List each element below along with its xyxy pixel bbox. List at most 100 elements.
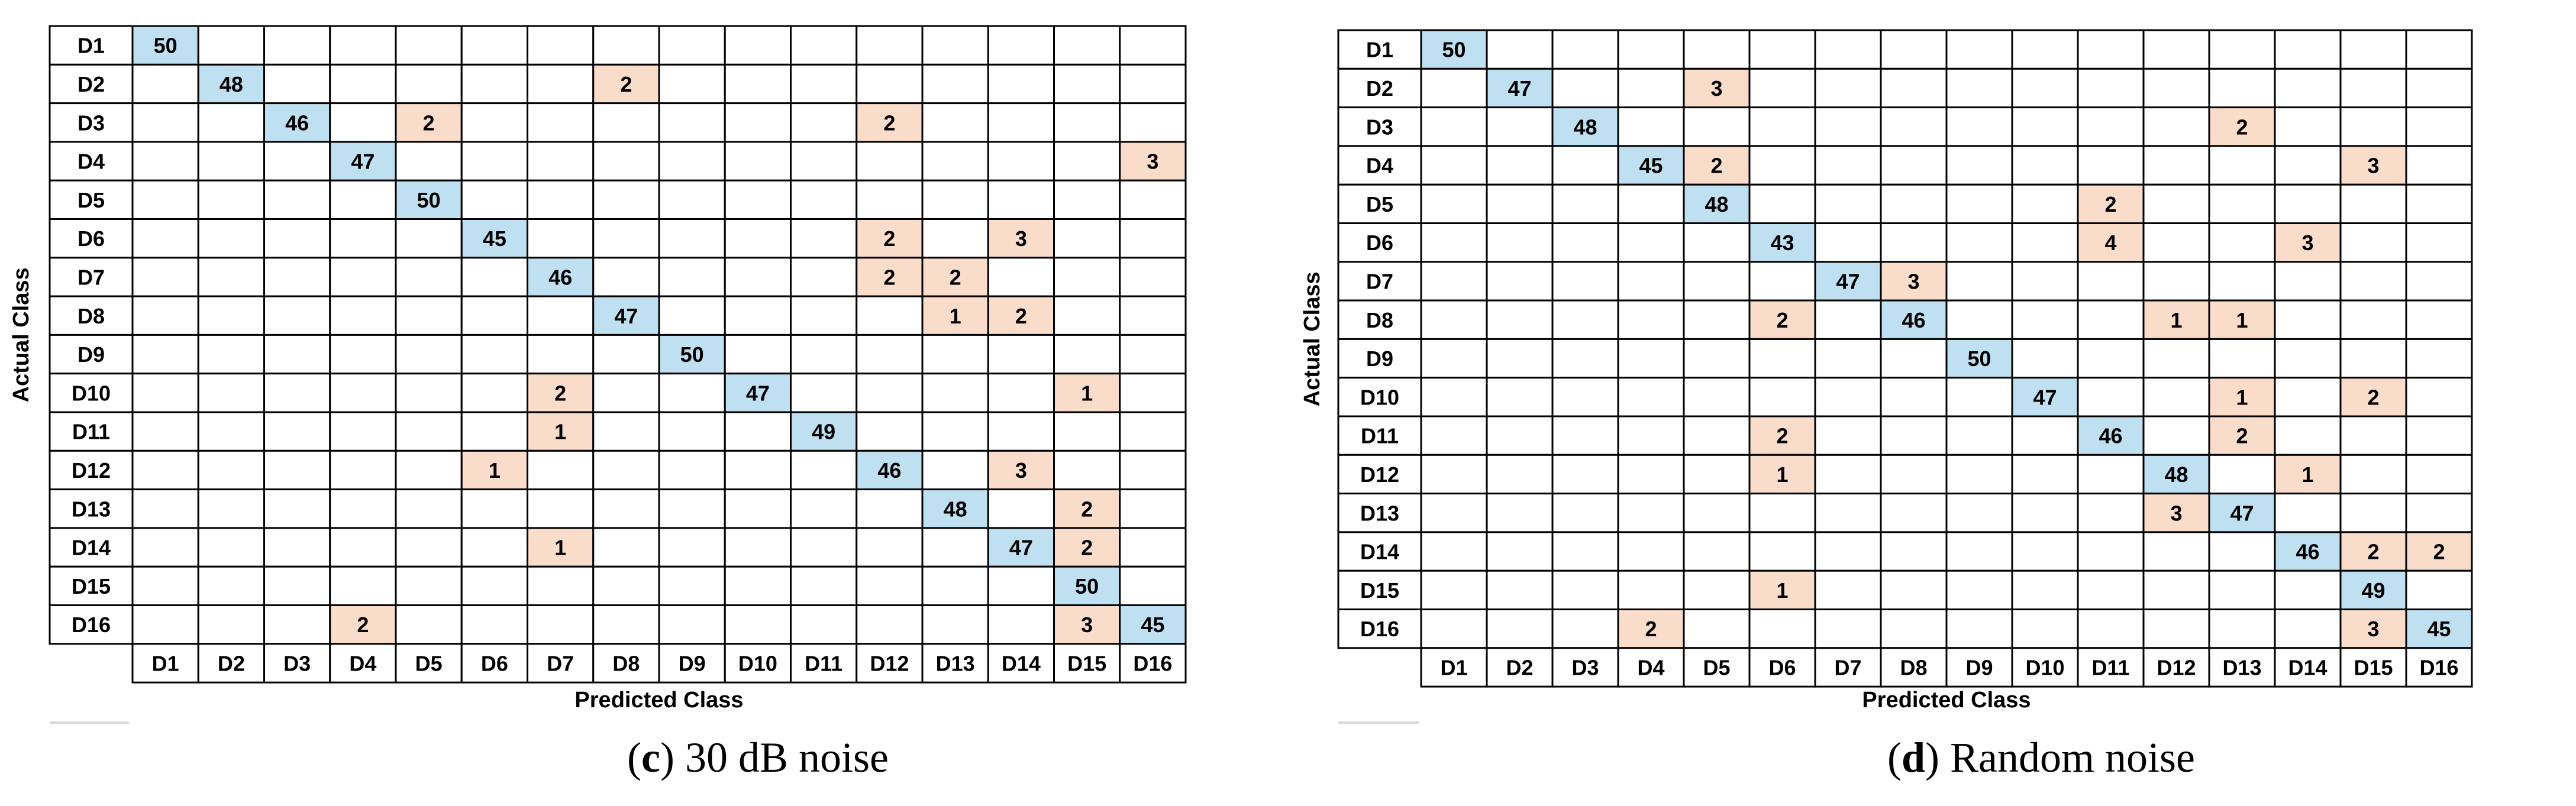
matrix-cell	[2011, 145, 2079, 186]
matrix-cell	[1420, 338, 1488, 379]
matrix-cell	[263, 411, 331, 452]
matrix-cell	[1551, 377, 1619, 417]
matrix-cell	[1814, 299, 1882, 340]
matrix-cell	[987, 257, 1055, 297]
cell-value: 1	[489, 458, 501, 483]
matrix-cell	[2405, 106, 2473, 147]
col-label-cell	[658, 643, 726, 684]
matrix-cell	[1551, 222, 1619, 263]
row-label: D12	[1360, 462, 1399, 487]
matrix-cell	[724, 257, 792, 297]
matrix-cell	[1880, 106, 1948, 147]
matrix-cell	[1119, 373, 1187, 413]
matrix-cell	[2339, 261, 2407, 302]
matrix-cell	[1945, 106, 2013, 147]
cell-value: 47	[1836, 269, 1860, 293]
matrix-cell	[1551, 569, 1619, 611]
matrix-cell	[1945, 299, 2013, 340]
row-label-cell	[49, 488, 134, 529]
matrix-cell	[1748, 569, 1816, 611]
cell-value: 48	[2164, 462, 2188, 487]
matrix-cell	[921, 373, 989, 413]
matrix-cell	[395, 373, 463, 413]
matrix-cell	[2208, 338, 2276, 379]
matrix-cell	[856, 63, 924, 105]
matrix-cell	[1683, 338, 1751, 379]
matrix-cell	[263, 25, 331, 66]
matrix-cell	[1486, 569, 1554, 611]
matrix-cell	[658, 488, 726, 529]
matrix-cell	[1945, 67, 2013, 109]
matrix-cell	[2011, 454, 2079, 495]
matrix-cell	[131, 604, 199, 645]
cell-value: 48	[1705, 192, 1728, 216]
cell-value: 1	[1776, 578, 1788, 603]
matrix-cell	[2011, 183, 2079, 225]
cell-value: 3	[2301, 231, 2313, 255]
matrix-cell	[1053, 25, 1121, 66]
caption-text: 30 dB noise	[674, 734, 889, 781]
matrix-cell	[2405, 299, 2473, 340]
matrix-cell	[2142, 493, 2210, 533]
matrix-cell	[2142, 261, 2210, 302]
matrix-cell	[1551, 454, 1619, 495]
matrix-cell	[1420, 145, 1488, 186]
matrix-cell	[197, 179, 265, 221]
col-label: D15	[1067, 651, 1106, 675]
matrix-cell	[2274, 183, 2342, 225]
col-label: D2	[218, 651, 245, 675]
matrix-cell	[921, 527, 989, 568]
matrix-cell	[1880, 222, 1948, 263]
matrix-cell	[527, 373, 595, 413]
matrix-cell	[592, 488, 660, 529]
row-label: D16	[72, 613, 111, 637]
matrix-cell	[395, 141, 463, 182]
matrix-cell	[724, 604, 792, 645]
matrix-cell	[1945, 415, 2013, 456]
cell-value: 2	[2236, 115, 2248, 139]
col-label-cell	[2142, 647, 2210, 688]
caption-letter: d	[1902, 734, 1925, 781]
row-label-cell	[49, 102, 134, 143]
matrix-cell	[460, 179, 528, 221]
matrix-cell	[592, 411, 660, 452]
matrix-cell	[2142, 29, 2210, 70]
matrix-cell	[658, 295, 726, 336]
col-label: D4	[349, 651, 376, 675]
col-label-cell	[329, 643, 397, 684]
matrix-cell	[329, 257, 397, 297]
cell-value: 50	[154, 34, 177, 58]
matrix-cell	[1420, 415, 1488, 456]
matrix-cell	[1683, 493, 1751, 533]
matrix-cell	[2077, 261, 2145, 302]
matrix-cell	[460, 527, 528, 568]
matrix-cell	[1420, 454, 1488, 495]
matrix-cell	[1880, 29, 1948, 70]
col-label: D1	[152, 651, 179, 675]
cell-value: 2	[2104, 192, 2116, 216]
row-label: D16	[1360, 617, 1399, 641]
cell-value: 2	[883, 265, 895, 289]
matrix-cell	[921, 25, 989, 66]
matrix-cell	[1617, 569, 1685, 611]
matrix-cell	[1486, 106, 1554, 147]
row-label-cell	[1337, 338, 1422, 379]
caption-close-paren: )	[660, 734, 674, 781]
matrix-cell	[592, 373, 660, 413]
matrix-cell	[527, 218, 595, 259]
cell-value: 3	[1015, 458, 1027, 483]
matrix-cell	[987, 63, 1055, 105]
matrix-cell	[1486, 183, 1554, 225]
matrix-cell	[724, 565, 792, 607]
matrix-cell	[1551, 29, 1619, 70]
matrix-cell	[724, 527, 792, 568]
col-label: D12	[870, 651, 909, 675]
matrix-cell	[1880, 183, 1948, 225]
matrix-cell	[592, 565, 660, 607]
matrix-cell	[2011, 261, 2079, 302]
matrix-cell	[395, 257, 463, 297]
cell-value: 2	[1776, 424, 1788, 448]
matrix-cell	[1748, 338, 1816, 379]
matrix-cell	[1486, 299, 1554, 340]
row-label-cell	[1337, 531, 1422, 572]
